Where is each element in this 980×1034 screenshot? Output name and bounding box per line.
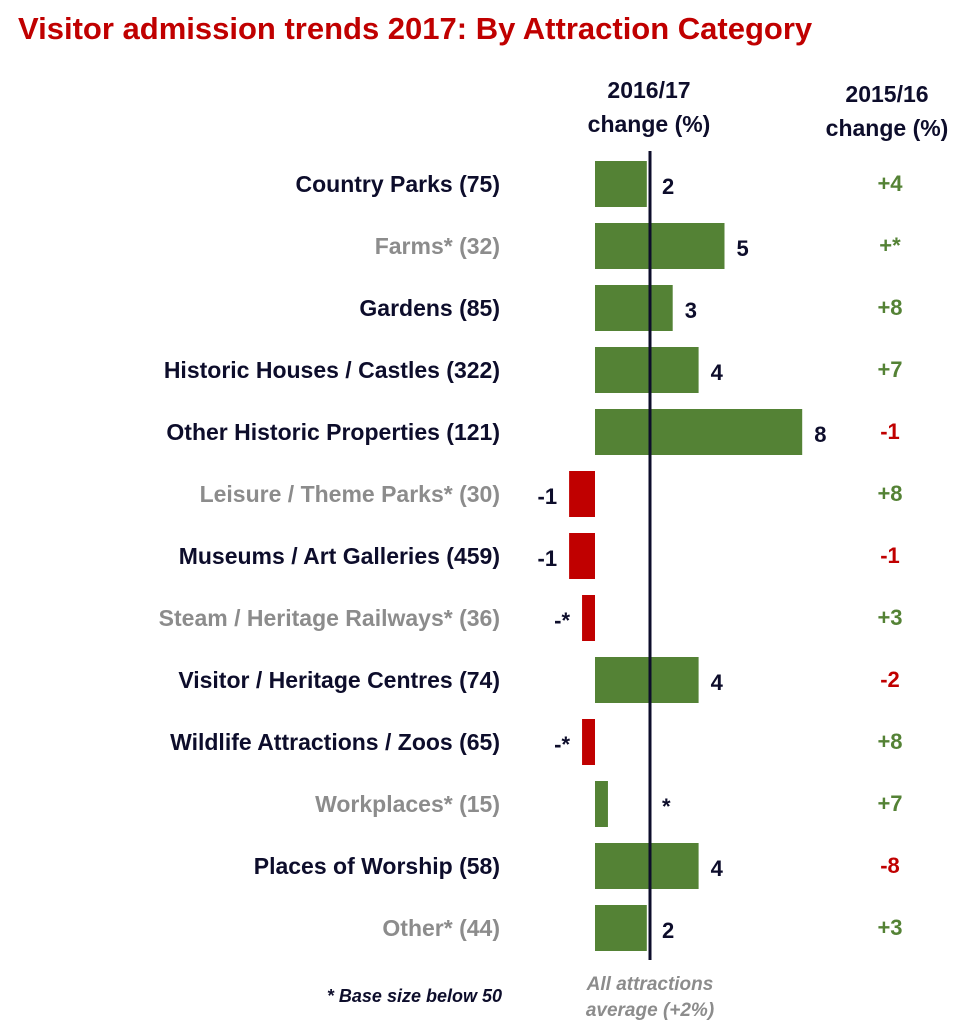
category-label: Country Parks (75)	[295, 171, 500, 197]
previous-change-value: +3	[877, 915, 902, 940]
bar	[595, 843, 699, 889]
previous-change-value: +*	[879, 233, 901, 258]
category-label: Workplaces* (15)	[315, 791, 500, 817]
category-label: Places of Worship (58)	[254, 853, 500, 879]
bar	[595, 285, 673, 331]
average-label-line2: average (+2%)	[586, 1000, 714, 1021]
current-change-header-line2: change (%)	[588, 111, 711, 137]
bar-value-label: 4	[711, 360, 724, 385]
bar	[595, 347, 699, 393]
average-label-line1: All attractions	[586, 974, 714, 995]
previous-change-value: +7	[877, 357, 902, 382]
category-label: Gardens (85)	[359, 295, 500, 321]
category-label: Visitor / Heritage Centres (74)	[178, 667, 500, 693]
bar	[582, 719, 595, 765]
bar	[569, 533, 595, 579]
previous-change-value: -8	[880, 853, 900, 878]
bar-value-label: 2	[662, 918, 674, 943]
bar-value-label: 8	[814, 422, 826, 447]
previous-change-value: +8	[877, 295, 902, 320]
current-change-header-line1: 2016/17	[607, 77, 690, 103]
category-label: Leisure / Theme Parks* (30)	[200, 481, 500, 507]
previous-change-header-line2: change (%)	[826, 115, 949, 141]
chart-rows: Country Parks (75) 2 +4 Farms* (32) 5 +* Garde…	[159, 161, 903, 951]
previous-change-value: +8	[877, 729, 902, 754]
chart-title: Visitor admission trends 2017: By Attrac…	[18, 11, 813, 46]
category-label: Farms* (32)	[375, 233, 500, 259]
category-label: Steam / Heritage Railways* (36)	[159, 605, 500, 631]
bar	[595, 223, 725, 269]
bar	[582, 595, 595, 641]
bar-value-label: 2	[662, 174, 674, 199]
bar	[595, 161, 647, 207]
previous-change-value: +7	[877, 791, 902, 816]
previous-change-value: +3	[877, 605, 902, 630]
previous-change-value: -1	[880, 543, 900, 568]
category-label: Museums / Art Galleries (459)	[179, 543, 500, 569]
bar-value-label: -*	[554, 732, 570, 757]
bar-value-label: 4	[711, 670, 724, 695]
bar	[595, 657, 699, 703]
bar	[595, 409, 803, 455]
previous-change-header-line1: 2015/16	[845, 81, 928, 107]
bar-value-label: 3	[685, 298, 697, 323]
bar	[595, 781, 608, 827]
category-label: Other Historic Properties (121)	[166, 419, 500, 445]
previous-change-value: +8	[877, 481, 902, 506]
bar-value-label: 4	[711, 856, 724, 881]
bar-value-label: -1	[538, 546, 558, 571]
bar-value-label: -1	[538, 484, 558, 509]
bar-value-label: -*	[554, 608, 570, 633]
category-label: Other* (44)	[382, 915, 500, 941]
footnote: * Base size below 50	[327, 986, 502, 1006]
previous-change-value: -2	[880, 667, 900, 692]
bar-value-label: *	[662, 794, 671, 819]
previous-change-value: +4	[877, 171, 903, 196]
category-label: Historic Houses / Castles (322)	[164, 357, 500, 383]
bar	[595, 905, 647, 951]
bar-value-label: 5	[737, 236, 749, 261]
category-label: Wildlife Attractions / Zoos (65)	[170, 729, 500, 755]
bar	[569, 471, 595, 517]
previous-change-value: -1	[880, 419, 900, 444]
